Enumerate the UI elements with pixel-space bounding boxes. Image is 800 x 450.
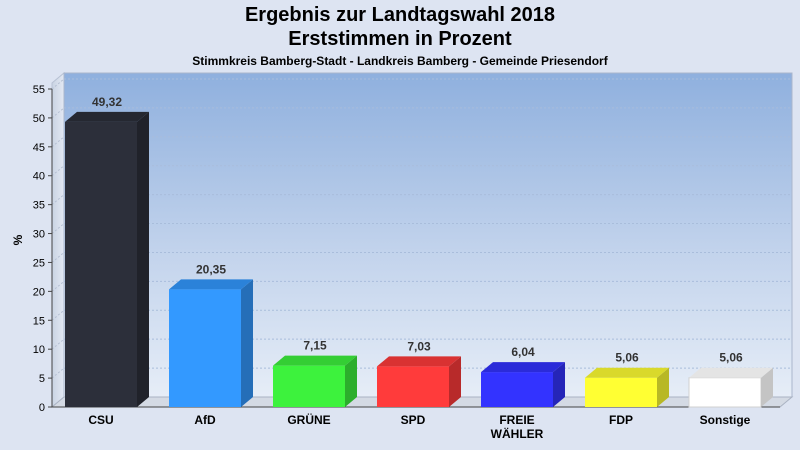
gridline-side <box>51 136 65 148</box>
gridline-side <box>51 338 65 350</box>
y-axis-label: % <box>11 234 25 245</box>
gridline-side <box>51 78 65 90</box>
gridline-side <box>51 252 65 263</box>
bar-front <box>585 377 657 407</box>
bar-side <box>553 362 565 407</box>
bar-value-label: 7,15 <box>303 339 327 353</box>
bar <box>65 111 149 407</box>
bar-value-label: 5,06 <box>615 351 639 365</box>
chart-title-line-2: Erststimmen in Prozent <box>288 28 512 50</box>
bar-side <box>241 279 253 407</box>
bar-front <box>377 366 449 407</box>
bar <box>585 367 669 407</box>
bar-side <box>761 367 773 407</box>
bar-value-label: 7,03 <box>407 339 431 353</box>
y-tick-label: 45 <box>33 142 45 154</box>
gridline-side <box>51 107 65 119</box>
x-tick-label: GRÜNE <box>287 412 330 427</box>
chart-title: Ergebnis zur Landtagswahl 2018 <box>244 4 556 26</box>
y-tick-label: 40 <box>33 171 45 183</box>
bar-front <box>273 365 345 407</box>
y-tick-label: 35 <box>33 200 45 212</box>
bar <box>169 279 253 407</box>
gridline-side <box>51 309 65 321</box>
gridline-side <box>51 165 65 177</box>
bar <box>481 362 565 407</box>
y-tick-label: 5 <box>39 373 45 385</box>
bar-value-label: 6,04 <box>511 345 535 359</box>
y-tick-label: 15 <box>33 315 45 327</box>
bar-value-label: 5,06 <box>719 351 743 365</box>
x-tick-label: SPD <box>401 413 426 427</box>
y-tick-label: 25 <box>33 257 45 269</box>
y-tick-label: 30 <box>33 229 45 241</box>
bar-top <box>65 111 149 122</box>
bar-top <box>273 355 357 366</box>
gridline-side <box>51 194 65 206</box>
x-tick-label: Sonstige <box>700 413 751 427</box>
y-tick-label: 55 <box>33 84 45 96</box>
y-tick-label: 10 <box>33 344 45 356</box>
bar-front <box>688 377 762 408</box>
bar-top <box>585 367 669 378</box>
x-tick-label: CSU <box>88 413 113 427</box>
y-tick-label: 50 <box>33 113 45 125</box>
bar-value-label: 20,35 <box>196 262 226 276</box>
bar-front <box>481 372 553 407</box>
chart-subtitle: Stimmkreis Bamberg-Stadt - Landkreis Bam… <box>192 54 608 68</box>
x-tick-label: AfD <box>194 413 216 427</box>
x-tick-label: WÄHLER <box>491 426 544 441</box>
bar-front <box>65 121 137 407</box>
y-tick-label: 0 <box>39 402 45 414</box>
y-tick-label: 20 <box>33 286 45 298</box>
gridline-side <box>51 223 65 234</box>
bar-side <box>657 367 669 407</box>
plot-side-wall <box>51 71 65 409</box>
bar <box>273 355 357 407</box>
bar-side <box>137 111 149 407</box>
bar-top <box>481 362 565 373</box>
bar-top <box>377 356 461 367</box>
gridline-side <box>51 367 65 379</box>
bar <box>688 367 773 408</box>
bar-side <box>449 356 461 407</box>
gridline-side <box>51 280 65 292</box>
x-tick-label: FDP <box>609 413 633 427</box>
bar-front <box>169 289 241 407</box>
bar-side <box>345 355 357 407</box>
x-tick-label: FREIE <box>499 413 534 427</box>
bar <box>377 356 461 407</box>
bar-value-label: 49,32 <box>92 95 122 109</box>
bar-top <box>689 367 773 378</box>
bar-top <box>169 279 253 290</box>
